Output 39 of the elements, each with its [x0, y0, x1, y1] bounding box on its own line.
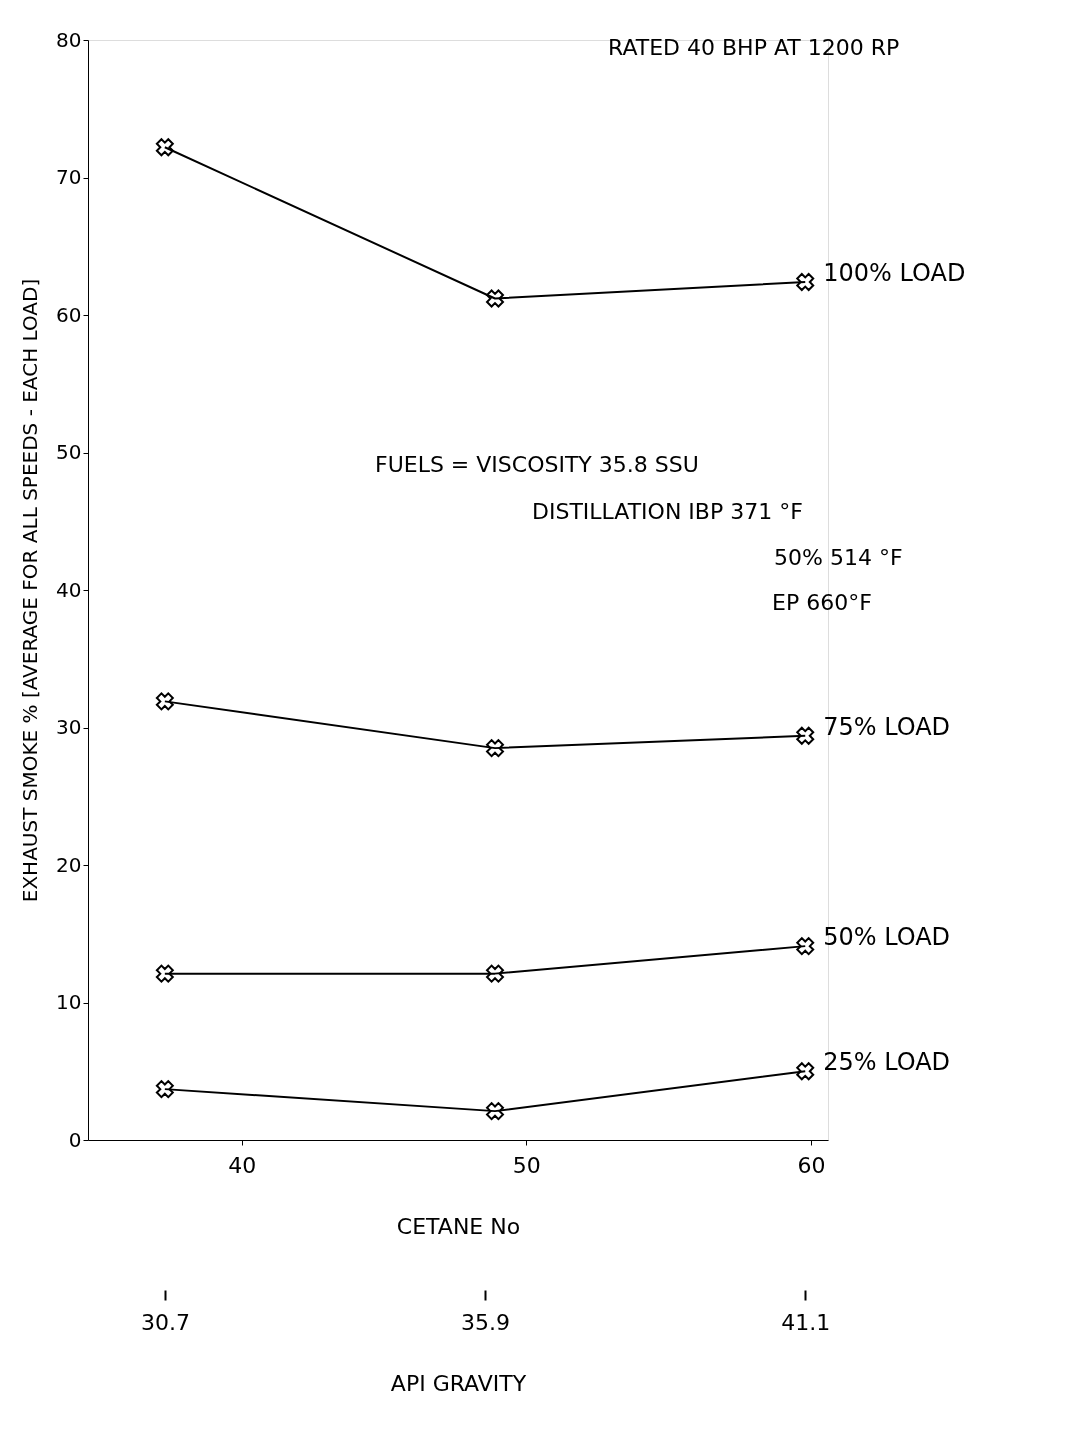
- point: [486, 1102, 504, 1121]
- point: [155, 964, 174, 983]
- series-label: 75% LOAD: [823, 712, 951, 741]
- point: [155, 138, 174, 157]
- point: [796, 937, 815, 956]
- point: [796, 726, 815, 745]
- y-tick-label: 30: [56, 715, 82, 739]
- y-tick-label: 60: [56, 302, 82, 327]
- x-tick-label: 60: [797, 1152, 826, 1178]
- point: [796, 273, 815, 291]
- x-axis-title: CETANE No: [396, 1213, 521, 1239]
- x2-axis-title: API GRAVITY: [390, 1370, 527, 1396]
- x-tick-label: 40: [228, 1152, 257, 1178]
- x2-tick-label: 35.9: [461, 1309, 511, 1335]
- y-tick-label: 50: [56, 440, 82, 464]
- point: [155, 692, 174, 711]
- y-tick-label: 10: [56, 990, 82, 1014]
- point: [486, 964, 504, 983]
- annotation: FUELS = VISCOSITY 35.8 SSU: [375, 452, 699, 477]
- series-label: 100% LOAD: [823, 259, 966, 287]
- annotation: DISTILLATION IBP 371 °F: [532, 499, 803, 524]
- annotation: 50% 514 °F: [774, 545, 903, 570]
- y-tick-label: 20: [56, 852, 82, 877]
- x2-tick-label: 41.1: [781, 1309, 831, 1335]
- x2-tick-label: 30.7: [140, 1309, 190, 1335]
- y-axis-title: EXHAUST SMOKE % [AVERAGE FOR ALL SPEEDS - EACH LOAD]: [18, 278, 43, 903]
- point: [486, 289, 504, 308]
- series-label: 50% LOAD: [823, 923, 951, 952]
- point: [155, 1080, 174, 1099]
- y-tick-label: 70: [56, 165, 82, 189]
- y-tick-label: 0: [68, 1127, 82, 1152]
- annotation: EP 660°F: [772, 590, 872, 615]
- annotation: RATED 40 BHP AT 1200 RP: [608, 35, 900, 60]
- point: [796, 1062, 815, 1081]
- x-tick-label: 50: [512, 1152, 541, 1178]
- y-tick-label: 80: [56, 27, 82, 52]
- point: [486, 739, 504, 758]
- y-tick-label: 40: [56, 577, 82, 602]
- series-label: 25% LOAD: [823, 1048, 951, 1077]
